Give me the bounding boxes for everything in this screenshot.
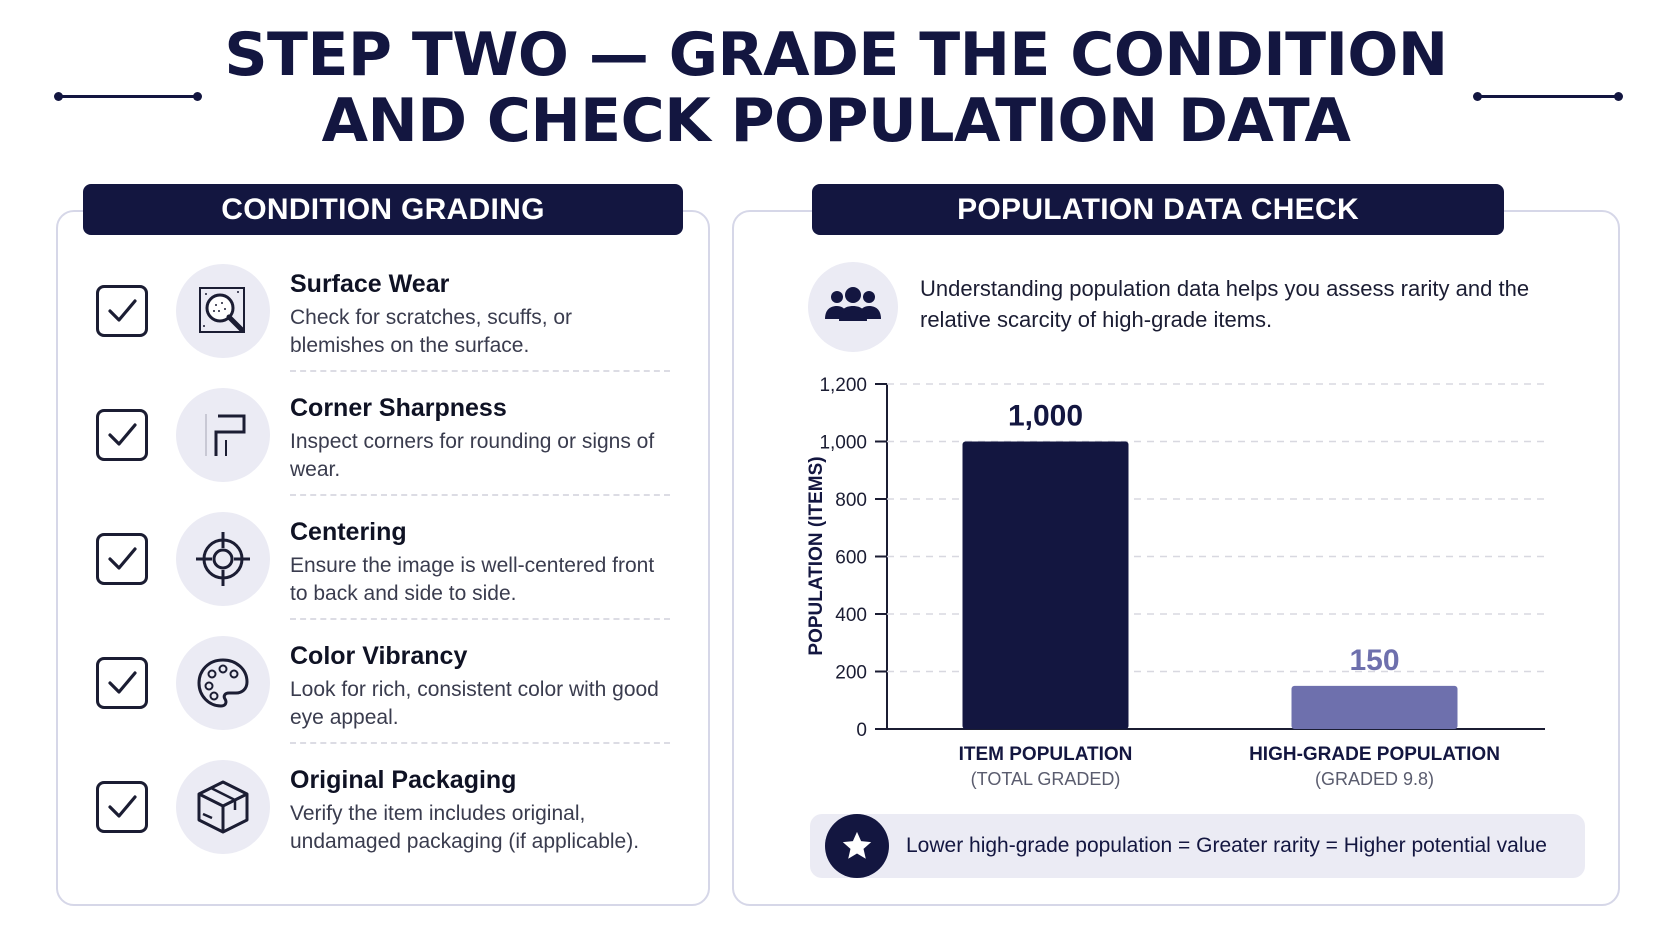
y-tick-label: 1,000 [819, 433, 867, 454]
checklist-item-original-packaging: Original Packaging Verify the item inclu… [96, 758, 676, 881]
checklist-item-title: Centering [290, 518, 407, 546]
box-icon [176, 760, 270, 854]
divider [290, 618, 670, 620]
x-subcategory-label: (TOTAL GRADED) [971, 769, 1121, 789]
checklist-item-title: Surface Wear [290, 270, 450, 298]
page-title-line-2: AND CHECK POPULATION DATA [321, 86, 1351, 156]
checkbox-icon[interactable] [96, 285, 148, 337]
checklist-item-title: Corner Sharpness [290, 394, 507, 422]
divider [290, 370, 670, 372]
y-axis-label: POPULATION (ITEMS) [806, 456, 827, 655]
data-label: 1,000 [1008, 400, 1083, 433]
checklist-item-desc: Inspect corners for rounding or signs of… [290, 430, 655, 481]
checkbox-icon[interactable] [96, 781, 148, 833]
population-intro-text: Understanding population data helps you … [920, 276, 1530, 332]
divider [290, 494, 670, 496]
bar-item-population [962, 441, 1129, 729]
bar-high-grade-population [1291, 685, 1458, 729]
rarity-callout [810, 814, 1585, 878]
checklist-item-centering: Centering Ensure the image is well-cente… [96, 510, 676, 633]
y-tick-label: 0 [856, 720, 867, 741]
page-title: STEP TWO — GRADE THE CONDITION AND CHECK… [0, 22, 1672, 154]
checklist-item-title: Color Vibrancy [290, 642, 468, 670]
rarity-callout-text: Lower high-grade population = Greater ra… [906, 834, 1547, 857]
corner-icon [176, 388, 270, 482]
population-data-header: POPULATION DATA CHECK [812, 184, 1504, 235]
magnifier-icon [176, 264, 270, 358]
bars: 1,000 150 [962, 400, 1458, 729]
checkbox-icon[interactable] [96, 533, 148, 585]
x-subcategory-label: (GRADED 9.8) [1315, 769, 1434, 789]
y-tick-label: 1,200 [819, 375, 867, 396]
y-tick-label: 600 [835, 548, 867, 569]
checklist-item-desc: Look for rich, consistent color with goo… [290, 678, 659, 729]
page-title-line-1: STEP TWO — GRADE THE CONDITION [224, 20, 1448, 90]
title-decoration-right [1473, 92, 1623, 101]
checklist-item-desc: Verify the item includes original, undam… [290, 802, 640, 853]
checklist-item-title: Original Packaging [290, 766, 517, 794]
star-icon [825, 814, 889, 878]
x-category-label: HIGH-GRADE POPULATION [1249, 744, 1500, 765]
crosshair-icon [176, 512, 270, 606]
condition-grading-header: CONDITION GRADING [83, 184, 683, 235]
y-tick-label: 200 [835, 663, 867, 684]
condition-grading-panel [56, 210, 710, 906]
checkbox-icon[interactable] [96, 409, 148, 461]
y-tick-label: 800 [835, 490, 867, 511]
population-bar-chart: 0 200 400 600 800 1,000 1,200 1,000 150 ITEM PO… [806, 375, 1545, 789]
data-label: 150 [1349, 644, 1399, 677]
checklist-item-desc: Check for scratches, scuffs, or blemishe… [290, 306, 573, 357]
palette-icon [176, 636, 270, 730]
checklist-item-surface-wear: Surface Wear Check for scratches, scuffs… [96, 262, 676, 385]
people-icon [808, 262, 898, 352]
checklist-item-color-vibrancy: Color Vibrancy Look for rich, consistent… [96, 634, 676, 757]
x-category-label: ITEM POPULATION [959, 744, 1133, 765]
title-decoration-left [54, 92, 202, 101]
y-ticks: 0 200 400 600 800 1,000 1,200 [819, 375, 887, 741]
y-tick-label: 400 [835, 605, 867, 626]
x-labels: ITEM POPULATION (TOTAL GRADED) HIGH-GRADE … [959, 744, 1500, 789]
checklist-item-corner-sharpness: Corner Sharpness Inspect corners for rou… [96, 386, 676, 509]
checklist-item-desc: Ensure the image is well-centered front … [290, 554, 655, 605]
divider [290, 742, 670, 744]
checkbox-icon[interactable] [96, 657, 148, 709]
